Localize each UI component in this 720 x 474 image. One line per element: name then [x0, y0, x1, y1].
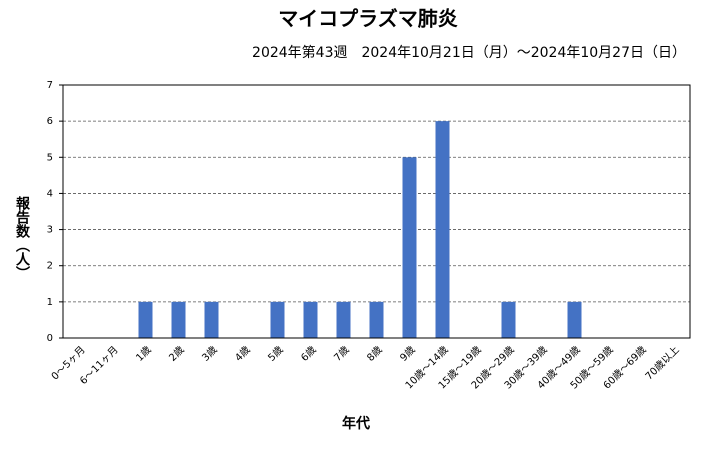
bar — [270, 301, 285, 338]
y-tick-label: 3 — [47, 225, 53, 236]
x-tick-label: 70歳以上 — [643, 344, 682, 383]
bar — [435, 121, 450, 339]
bar — [369, 301, 384, 338]
bar — [336, 301, 351, 338]
bar — [303, 301, 318, 338]
y-tick-label: 7 — [47, 80, 53, 91]
chart-subtitle: 2024年第43週 2024年10月21日（月）～2024年10月27日（日） — [252, 44, 686, 61]
x-tick-label: 9歳 — [398, 344, 418, 364]
y-tick-label: 4 — [47, 188, 53, 199]
x-tick-label: 3歳 — [200, 344, 220, 364]
y-tick-label: 0 — [47, 333, 53, 344]
x-tick-label: 2歳 — [167, 344, 187, 364]
bar — [402, 157, 417, 338]
bar — [501, 301, 516, 338]
bar — [138, 301, 153, 338]
y-axis-label: 報告数（人） — [14, 195, 31, 280]
x-tick-label: 6歳 — [299, 344, 319, 364]
x-tick-label: 8歳 — [365, 344, 385, 364]
bar — [567, 301, 582, 338]
x-tick-label: 4歳 — [233, 344, 253, 364]
y-tick-label: 6 — [47, 116, 53, 127]
x-tick-label: 1歳 — [134, 344, 154, 364]
bar — [171, 301, 186, 338]
y-tick-label: 2 — [47, 261, 53, 272]
plot-border — [62, 84, 691, 339]
y-tick-label: 5 — [47, 152, 53, 163]
x-axis-label: 年代 — [342, 415, 370, 432]
x-tick-label: 5歳 — [266, 344, 286, 364]
x-tick-label: 7歳 — [332, 344, 352, 364]
bar — [204, 301, 219, 338]
chart-title: マイコプラズマ肺炎 — [278, 7, 458, 31]
y-tick-label: 1 — [47, 297, 53, 308]
